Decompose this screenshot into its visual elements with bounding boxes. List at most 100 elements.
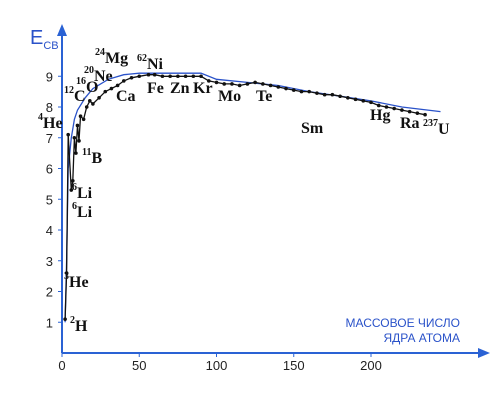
x-axis-label: ЯДРА АТОМА [383, 331, 460, 345]
y-tick-label: 8 [46, 100, 53, 115]
element-symbol: O [86, 79, 98, 96]
data-point [63, 317, 67, 321]
data-point [97, 95, 101, 100]
element-label: 11B [82, 147, 102, 167]
data-point [160, 74, 165, 79]
data-point [330, 92, 335, 97]
y-tick-label: 1 [46, 315, 53, 330]
data-point [415, 111, 420, 115]
element-symbol: He [69, 274, 89, 291]
data-point [245, 82, 250, 86]
element-label: Zn [170, 80, 190, 97]
element-label: 4He [38, 112, 63, 132]
y-axis-label: EСВ [30, 27, 59, 52]
series-line [64, 74, 426, 320]
data-point [291, 88, 296, 92]
data-point [115, 83, 120, 88]
element-label: 2H [70, 315, 88, 335]
x-tick-label: 0 [58, 358, 65, 373]
element-label: 16O [76, 76, 98, 96]
data-point [146, 72, 151, 77]
element-symbol: Li [77, 204, 93, 221]
element-symbol: Ni [147, 56, 164, 73]
data-point [81, 117, 86, 122]
data-point [253, 80, 257, 85]
element-symbol: Hg [370, 107, 390, 124]
y-tick-label: 4 [46, 223, 53, 238]
element-symbol: He [43, 115, 63, 132]
data-point [299, 89, 304, 94]
data-point [322, 92, 327, 97]
data-point [423, 112, 427, 117]
data-point [64, 271, 69, 275]
data-point [78, 114, 83, 119]
data-point [206, 79, 211, 83]
data-point [84, 105, 89, 109]
mass-number: 12 [64, 85, 74, 96]
element-label: 62Ni [137, 53, 164, 73]
element-symbol: H [75, 318, 88, 335]
data-point [315, 91, 319, 95]
mass-number: 6 [72, 182, 77, 193]
data-point [338, 94, 342, 99]
data-point [222, 82, 227, 86]
y-tick-label: 9 [46, 69, 53, 84]
data-point [75, 123, 80, 128]
data-point [400, 108, 404, 112]
mass-number: 62 [137, 53, 147, 64]
data-point [91, 102, 95, 106]
data-point [214, 80, 219, 85]
mass-number: 16 [76, 76, 86, 87]
data-point [392, 106, 396, 111]
mass-number: 2 [70, 315, 75, 326]
data-point [346, 95, 350, 100]
x-tick-label: 200 [360, 358, 382, 373]
x-tick-label: 50 [132, 358, 146, 373]
element-label: Kr [193, 80, 213, 97]
element-label: 12C [64, 85, 86, 105]
data-point [152, 72, 157, 77]
element-label: Sm [301, 120, 324, 137]
y-axis-arrow [57, 24, 67, 36]
element-label: Ca [116, 88, 136, 105]
data-point [71, 179, 75, 183]
mass-number: 11 [82, 147, 91, 158]
mass-number: 6 [72, 201, 77, 212]
element-symbol: B [91, 150, 102, 167]
element-symbol: Li [77, 185, 93, 202]
element-label: 237U [423, 118, 450, 138]
y-tick-label: 6 [46, 162, 53, 177]
element-symbol: Ra [400, 115, 420, 132]
mass-number: 237 [423, 118, 438, 129]
y-tick-label: 7 [46, 131, 53, 146]
data-point [74, 151, 78, 155]
element-label: 24Mg [95, 47, 128, 67]
y-tick-label: 3 [46, 254, 53, 269]
data-point [284, 86, 288, 91]
data-point [361, 99, 366, 103]
element-symbol: Mo [218, 88, 241, 105]
mass-number: 20 [84, 65, 94, 76]
y-tick-label: 5 [46, 192, 53, 207]
data-point [376, 103, 381, 108]
element-symbol: Ca [116, 88, 136, 105]
data-point [384, 105, 389, 109]
element-symbol: Te [256, 88, 272, 105]
data-point [122, 79, 126, 83]
x-tick-label: 100 [206, 358, 228, 373]
element-label: Fe [147, 80, 164, 97]
data-point [137, 74, 142, 79]
x-tick-label: 150 [283, 358, 305, 373]
element-label: 6Li [72, 201, 93, 221]
element-symbol: U [438, 121, 450, 138]
data-point [129, 75, 134, 80]
element-symbol: Sm [301, 120, 324, 137]
data-point [69, 188, 74, 192]
data-point [72, 135, 77, 140]
data-point [77, 139, 81, 143]
data-point [230, 82, 234, 86]
element-label: Mo [218, 88, 241, 105]
element-label: Te [256, 88, 272, 105]
data-point [261, 82, 265, 86]
